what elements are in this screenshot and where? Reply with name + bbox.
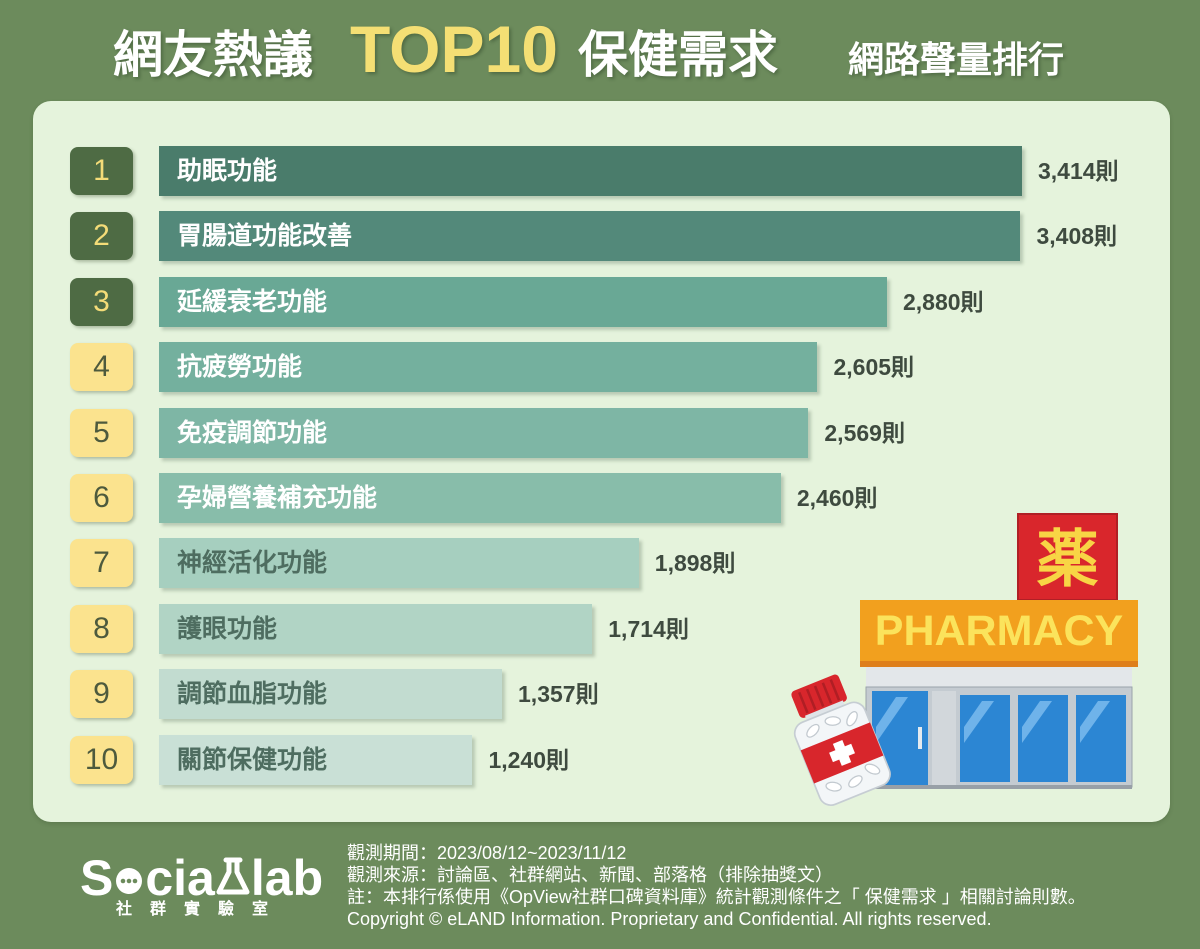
logo-subtitle: 社群實驗室 (116, 901, 287, 918)
sociallab-logo: S cia lab (80, 853, 323, 903)
rank-badge: 2 (70, 212, 133, 261)
rank-badge: 5 (70, 408, 133, 457)
pharmacy-sign-character: 薬 (1036, 523, 1098, 596)
speech-bubble-icon (116, 868, 143, 894)
value-label: 3,408則 (1036, 223, 1118, 250)
medicine-bottle (791, 674, 891, 807)
rank-badge: 9 (70, 670, 133, 719)
bar-label: 關節保健功能 (177, 745, 328, 774)
pills (806, 711, 881, 792)
logo-letters-lab: lab (250, 850, 324, 906)
observation-period: 觀測期間：2023/08/12~2023/11/12 (347, 843, 627, 863)
store-window (960, 695, 1010, 782)
bar: 免疫調節功能 (159, 407, 809, 458)
bar-label: 神經活化功能 (177, 549, 328, 578)
value-label: 1,240則 (488, 746, 569, 773)
storefront (865, 667, 1133, 789)
rank-badge: 4 (70, 343, 133, 392)
bar: 關節保健功能 (159, 734, 473, 785)
title-highlight: TOP10 (350, 12, 558, 86)
pharmacy-banner: PHARMACY (860, 600, 1138, 667)
bar-label: 護眼功能 (177, 614, 278, 643)
value-label: 3,414則 (1038, 158, 1119, 184)
logo-letters-cia: cia (145, 850, 215, 906)
pharmacy-banner-text: PHARMACY (875, 607, 1123, 655)
value-label: 2,880則 (903, 288, 984, 315)
title-part-2: 保健需求 (578, 27, 778, 83)
rank-badge: 8 (70, 604, 133, 653)
bar: 神經活化功能 (159, 538, 639, 589)
bar: 延緩衰老功能 (159, 276, 887, 327)
bar-label: 胃腸道功能改善 (177, 222, 353, 251)
value-label: 1,714則 (608, 615, 689, 642)
bar-label: 免疫調節功能 (177, 418, 328, 447)
value-label: 2,605則 (833, 354, 915, 381)
value-label: 1,898則 (654, 550, 736, 577)
rank-badge: 1 (70, 147, 133, 195)
footer-notes: 觀測期間：2023/08/12~2023/11/12 觀測來源：討論區、社群網站… (347, 842, 1086, 930)
bar: 調節血脂功能 (159, 669, 503, 720)
bar: 助眠功能 (159, 146, 1022, 196)
store-window (1018, 695, 1068, 782)
observation-source: 觀測來源：討論區、社群網站、新聞、部落格（排除抽獎文） (347, 865, 833, 885)
bar-label: 延緩衰老功能 (177, 287, 328, 316)
pharmacy-illustration: 薬 PHARMACY (791, 513, 1138, 807)
logo-letter-s: S (80, 850, 114, 906)
title-subtitle: 網路聲量排行 (848, 39, 1065, 80)
ranking-note: 註：本排行係使用《OpView社群口碑資料庫》統計觀測條件之「 保健需求 」相關… (347, 887, 1086, 907)
page-title: 網友熱議 TOP10 保健需求 網路聲量排行 (113, 12, 1064, 88)
value-label: 2,569則 (824, 419, 905, 446)
bar-label: 調節血脂功能 (177, 680, 328, 709)
bar-label: 抗疲勞功能 (177, 353, 303, 382)
copyright-text: Copyright © eLAND Information. Proprieta… (347, 909, 992, 929)
bar: 抗疲勞功能 (159, 342, 818, 393)
rank-badge: 3 (70, 277, 133, 326)
store-window (1076, 695, 1126, 782)
red-cross-icon (829, 740, 855, 766)
bar: 孕婦營養補充功能 (159, 473, 781, 523)
rank-badge: 10 (70, 735, 133, 784)
bar: 護眼功能 (159, 603, 593, 654)
bar-label: 助眠功能 (177, 157, 278, 185)
value-label: 1,357則 (518, 681, 599, 708)
rank-badge: 7 (70, 539, 133, 588)
flask-icon (216, 857, 250, 895)
value-label: 2,460則 (796, 485, 878, 511)
pharmacy-sign: 薬 (1017, 513, 1118, 601)
rank-badge: 6 (70, 474, 133, 522)
bar-label: 孕婦營養補充功能 (177, 484, 378, 512)
title-part-1: 網友熱議 (113, 27, 313, 83)
bar: 胃腸道功能改善 (159, 211, 1021, 262)
